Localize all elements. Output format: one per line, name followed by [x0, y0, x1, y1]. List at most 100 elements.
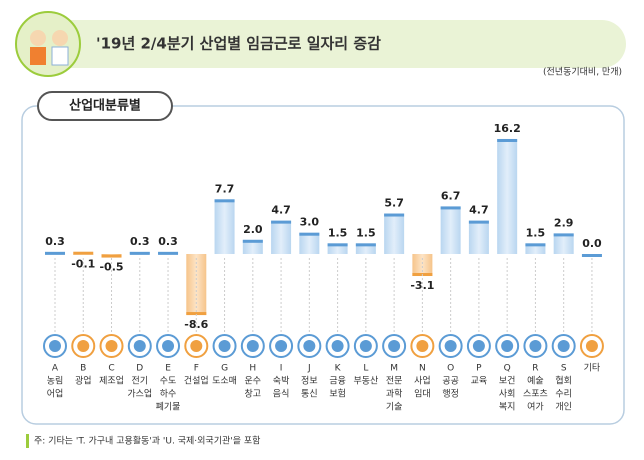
bar: [271, 221, 291, 254]
category-name: 정보: [301, 376, 318, 387]
category-icon-inner: [416, 340, 428, 352]
category-name: 수도: [160, 376, 177, 387]
category-code: S: [561, 364, 567, 374]
category-name: 폐기물: [156, 401, 181, 413]
category-name: 개인: [555, 402, 572, 413]
category-icon-inner: [529, 340, 541, 352]
category-code: B: [80, 364, 86, 374]
category-code: I: [280, 364, 283, 374]
category-name: 부동산: [353, 376, 378, 387]
bar-cap: [469, 221, 489, 224]
category-code: L: [363, 364, 368, 374]
category-name: 보건: [499, 376, 516, 387]
category-icon-inner: [360, 340, 372, 352]
category-name: 협회: [555, 375, 572, 387]
category-code: E: [165, 364, 171, 374]
bar-cap: [328, 243, 348, 246]
bar: [215, 199, 235, 254]
chart-subtitle: (전년동기대비, 만개): [543, 67, 622, 78]
category-name: 창고: [245, 389, 262, 400]
bar-cap: [243, 240, 263, 243]
category-name: 사업: [414, 376, 431, 387]
category-name: 전문: [386, 376, 403, 387]
category-name: 기술: [386, 402, 403, 413]
category-name: 음식: [273, 389, 290, 400]
person-head: [30, 30, 46, 46]
bar-cap: [73, 252, 93, 255]
category-name: 도소매: [212, 376, 237, 387]
bar-cap: [356, 243, 376, 246]
bar: [412, 254, 432, 276]
category-code: R: [532, 364, 538, 374]
category-name: 사회: [499, 389, 516, 400]
value-label: 2.9: [554, 216, 574, 229]
category-name: 어업: [47, 389, 64, 400]
value-label: 2.0: [243, 223, 263, 236]
footnote: 주: 기타는 'T. 가구내 고용활동'과 'U. 국제·외국기관'을 포함: [34, 435, 260, 447]
category-name: 제조업: [99, 376, 124, 387]
category-name: 교육: [471, 376, 488, 387]
bar-cap: [525, 243, 545, 246]
category-icon-inner: [134, 340, 146, 352]
category-icon-inner: [190, 340, 202, 352]
bar: [299, 233, 319, 254]
category-name: 운수: [245, 376, 262, 387]
category-code: O: [447, 364, 454, 374]
bar-cap: [102, 255, 122, 258]
category-name: 통신: [301, 389, 318, 400]
bar: [441, 206, 461, 254]
category-code: Q: [504, 364, 511, 374]
bar-cap: [441, 206, 461, 209]
value-label: -8.6: [184, 318, 208, 331]
category-code: H: [249, 364, 256, 374]
category-name: 가스업: [127, 389, 152, 400]
person-body: [52, 47, 68, 65]
category-name: 과학: [386, 389, 403, 400]
category-icon-inner: [586, 340, 598, 352]
category-icon-inner: [219, 340, 231, 352]
value-label: 0.3: [158, 235, 178, 248]
bar-cap: [299, 233, 319, 236]
category-icon-inner: [388, 340, 400, 352]
category-icon-inner: [332, 340, 344, 352]
value-label: 0.3: [130, 235, 150, 248]
category-icon-inner: [77, 340, 89, 352]
illustration-frame: [16, 12, 80, 76]
person-head: [52, 30, 68, 46]
bar-cap: [384, 214, 404, 217]
category-icon-inner: [49, 340, 61, 352]
category-name: 건설업: [184, 376, 209, 387]
value-label: 5.7: [384, 197, 404, 210]
category-name: 수리: [555, 389, 572, 400]
value-label: 4.7: [271, 204, 291, 217]
bar: [497, 139, 517, 254]
category-name: 예술: [527, 376, 544, 387]
category-icon-inner: [303, 340, 315, 352]
value-label: 7.7: [215, 182, 235, 195]
value-label: 1.5: [328, 226, 348, 239]
category-name: 여가: [527, 401, 544, 413]
bar: [554, 233, 574, 254]
category-code: P: [476, 364, 482, 374]
category-name: 스포츠: [523, 389, 548, 400]
value-label: 1.5: [526, 226, 546, 239]
bar-cap: [45, 252, 65, 255]
value-label: 1.5: [356, 226, 376, 239]
category-code: N: [419, 364, 426, 374]
category-icon-inner: [445, 340, 457, 352]
category-name: 농림: [47, 375, 64, 387]
category-code: J: [307, 364, 311, 374]
category-name: 하수: [160, 389, 177, 400]
category-name: 기타: [584, 363, 601, 374]
bar-cap: [554, 233, 574, 236]
category-name: 복지: [499, 402, 516, 413]
category-icon-inner: [501, 340, 513, 352]
bar-cap: [130, 252, 150, 255]
category-code: G: [221, 364, 228, 374]
bar: [469, 221, 489, 254]
footnote-marker: [26, 434, 29, 448]
bar: [384, 214, 404, 254]
category-code: M: [390, 364, 398, 374]
category-name: 공공: [442, 376, 459, 387]
